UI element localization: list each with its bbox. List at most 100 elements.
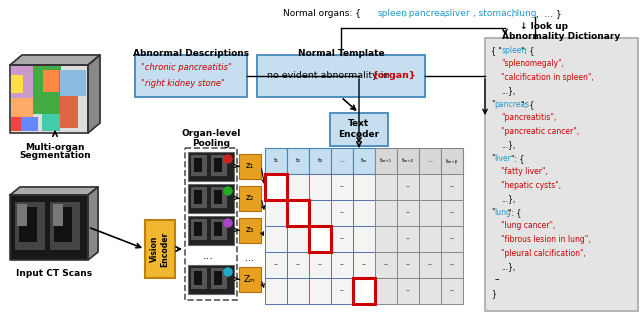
- Bar: [54, 207, 72, 242]
- Bar: [188, 265, 234, 294]
- Bar: [375, 278, 397, 304]
- Bar: [214, 271, 222, 285]
- Bar: [265, 200, 287, 226]
- Text: –: –: [318, 261, 322, 270]
- Bar: [194, 222, 202, 236]
- Text: , liver: , liver: [444, 9, 470, 18]
- Bar: [309, 174, 331, 200]
- Bar: [19, 207, 37, 242]
- Bar: [419, 200, 441, 226]
- Text: –: –: [274, 261, 278, 270]
- Text: ...},: ...},: [501, 140, 515, 150]
- Bar: [239, 154, 261, 179]
- Text: –: –: [340, 182, 344, 191]
- Bar: [331, 200, 353, 226]
- Bar: [309, 226, 331, 252]
- Circle shape: [224, 187, 232, 195]
- Text: "lung cancer",: "lung cancer",: [501, 221, 556, 231]
- Bar: [257, 55, 425, 97]
- Bar: [17, 204, 27, 226]
- Text: "pleural calcification",: "pleural calcification",: [501, 249, 586, 257]
- Bar: [191, 268, 207, 289]
- Text: ": {: ": {: [511, 154, 525, 163]
- Bar: [214, 190, 222, 204]
- Bar: [441, 200, 463, 226]
- Text: , pancreas: , pancreas: [403, 9, 450, 18]
- Text: "hepatic cysts",: "hepatic cysts",: [501, 181, 561, 190]
- Polygon shape: [10, 187, 98, 195]
- Bar: [441, 252, 463, 278]
- Text: ...},: ...},: [501, 195, 515, 204]
- Text: z₂: z₂: [246, 194, 254, 203]
- Text: Input CT Scans: Input CT Scans: [16, 269, 92, 278]
- Text: tₘ₊₂: tₘ₊₂: [402, 159, 414, 164]
- Text: , stomach: , stomach: [474, 9, 518, 18]
- Bar: [194, 158, 202, 172]
- Bar: [419, 252, 441, 278]
- Polygon shape: [10, 55, 100, 65]
- Circle shape: [224, 155, 232, 163]
- Text: spleen: spleen: [501, 46, 526, 55]
- Bar: [194, 190, 202, 204]
- Text: –: –: [428, 261, 432, 270]
- Text: t₁: t₁: [273, 159, 278, 164]
- Bar: [375, 174, 397, 200]
- Bar: [353, 200, 375, 226]
- Text: –: –: [340, 261, 344, 270]
- Bar: [265, 174, 287, 200]
- Text: liver: liver: [494, 154, 511, 163]
- Text: --: --: [495, 276, 500, 285]
- Text: { ": { ": [491, 46, 502, 55]
- Bar: [331, 252, 353, 278]
- Bar: [353, 278, 375, 304]
- Text: Pooling: Pooling: [192, 139, 230, 149]
- Bar: [135, 55, 247, 97]
- Bar: [485, 38, 638, 311]
- Bar: [211, 155, 227, 176]
- Circle shape: [224, 219, 232, 227]
- Bar: [42, 114, 60, 131]
- Bar: [287, 200, 309, 226]
- Text: Multi-organ: Multi-organ: [25, 143, 84, 152]
- Bar: [191, 155, 207, 176]
- Text: ...},: ...},: [501, 86, 515, 95]
- Text: –: –: [406, 234, 410, 243]
- Text: Vision
Encoder: Vision Encoder: [150, 231, 170, 267]
- Bar: [287, 226, 309, 252]
- Bar: [353, 174, 375, 200]
- Bar: [11, 75, 23, 93]
- Bar: [441, 278, 463, 304]
- Text: no evident abnormality in: no evident abnormality in: [267, 71, 392, 80]
- Text: "pancreatic cancer",: "pancreatic cancer",: [501, 127, 579, 136]
- Text: Zₘ: Zₘ: [244, 275, 256, 284]
- Text: spleen: spleen: [378, 9, 408, 18]
- Bar: [287, 252, 309, 278]
- Bar: [214, 222, 222, 236]
- Bar: [397, 174, 419, 200]
- Text: –: –: [384, 261, 388, 270]
- Bar: [397, 278, 419, 304]
- Bar: [353, 226, 375, 252]
- Bar: [397, 148, 419, 174]
- Bar: [441, 174, 463, 200]
- Bar: [309, 226, 331, 252]
- Text: ↓ look up: ↓ look up: [520, 22, 568, 31]
- Text: ...: ...: [203, 251, 213, 261]
- Bar: [330, 113, 388, 146]
- Text: t₂: t₂: [296, 159, 301, 164]
- Bar: [309, 252, 331, 278]
- Text: "fibrous lesion in lung",: "fibrous lesion in lung",: [501, 235, 591, 244]
- Text: –: –: [340, 234, 344, 243]
- Bar: [265, 226, 287, 252]
- Text: –: –: [406, 209, 410, 218]
- Bar: [194, 271, 202, 285]
- Text: "splenomegaly",: "splenomegaly",: [501, 60, 564, 69]
- Bar: [145, 220, 175, 278]
- Bar: [60, 96, 78, 128]
- Text: –: –: [450, 261, 454, 270]
- Bar: [265, 174, 287, 200]
- Bar: [15, 202, 45, 250]
- Text: "pancreatitis",: "pancreatitis",: [501, 114, 556, 122]
- Text: ...},: ...},: [501, 262, 515, 271]
- Bar: [419, 226, 441, 252]
